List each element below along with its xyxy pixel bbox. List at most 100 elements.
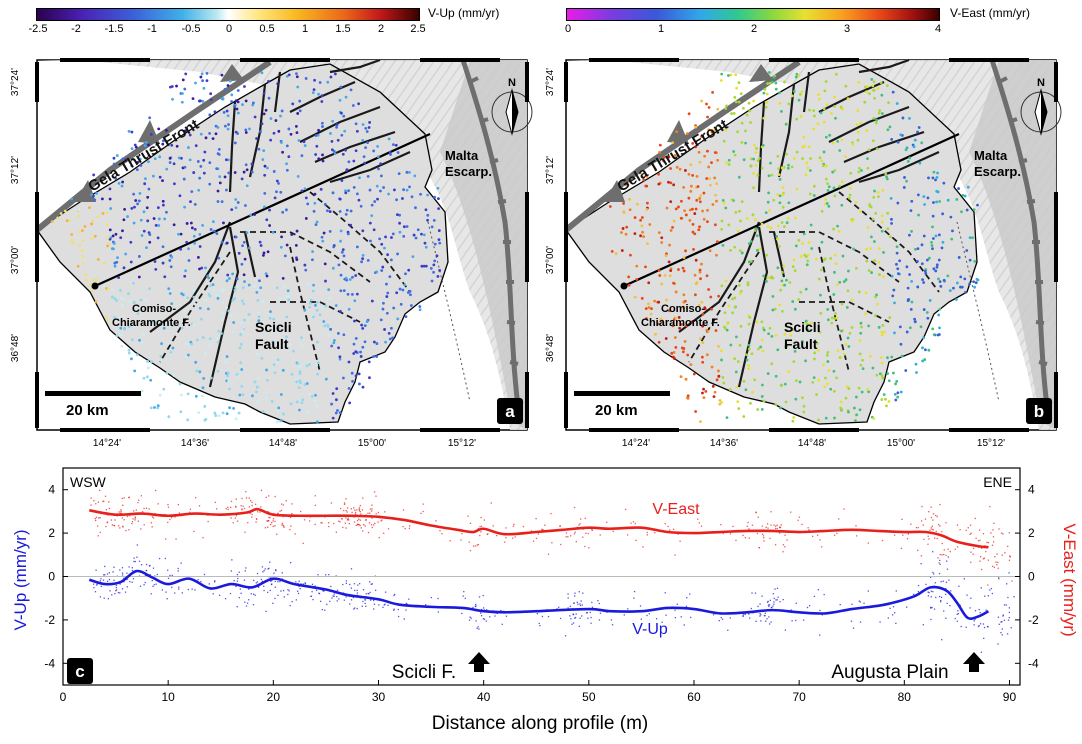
- x-axis-ticks: 0 10 20 30 40 50 60 70 80 90: [60, 680, 1017, 704]
- fault-label-b: Fault: [784, 336, 818, 352]
- chiaramonte-label-a: Chiaramonte F.: [112, 317, 191, 329]
- fault-label-a: Fault: [255, 336, 289, 352]
- profile-svg: 0 10 20 30 40 50 60 70 80 90 420-2-4 420-2-4 Dist…: [11, 467, 1079, 734]
- y-tick-label-left: 0: [48, 570, 55, 584]
- colorbar-vup-tick: -1: [147, 23, 157, 35]
- escarp-label-a: Escarp.: [445, 164, 492, 179]
- lat-tick-a: 37°12': [10, 156, 21, 184]
- series-line-veast: [89, 507, 989, 549]
- colorbar-vup-tick: -0.5: [181, 23, 201, 35]
- x-tick-label: 10: [161, 690, 175, 704]
- wsw-label: WSW: [70, 474, 107, 490]
- scicli-annotation: Scicli F.: [392, 662, 456, 683]
- scale-bar-b: [574, 391, 670, 396]
- y-axis-right-label: V-East (mm/yr): [1060, 523, 1079, 636]
- lat-tick-a: 37°00': [10, 246, 21, 274]
- lat-tick-a: 37°24': [10, 68, 21, 96]
- lon-tick-a: 14°48': [269, 438, 297, 449]
- scale-label-a: 20 km: [66, 402, 109, 419]
- colorbar-vup-tick: 2.5: [410, 23, 426, 35]
- colorbar-vup-title: V-Up (mm/yr): [428, 6, 500, 20]
- y-tick-label-right: 0: [1028, 570, 1035, 584]
- colorbar-veast-tick: 2: [750, 23, 758, 35]
- map-panel-b: N Gela Thrust Front Malta Escarp. Comiso…: [541, 52, 1081, 452]
- y-tick-label-left: 2: [48, 526, 55, 540]
- y-tick-label-right: -4: [1028, 656, 1039, 670]
- lon-tick-b: 14°48': [798, 438, 826, 449]
- x-tick-label: 20: [267, 690, 281, 704]
- colorbar-vup-tick: 1: [301, 23, 309, 35]
- y-tick-label-right: 2: [1028, 526, 1035, 540]
- thrust-triangle: [138, 120, 160, 144]
- north-arrow-a: N: [491, 77, 533, 136]
- map-a-relief-east: [440, 60, 527, 430]
- x-tick-label: 30: [372, 690, 386, 704]
- y-tick-label-right: -2: [1028, 613, 1039, 627]
- malta-label-b: Malta: [974, 148, 1008, 163]
- x-tick-label: 80: [898, 690, 912, 704]
- lat-tick-a: 36°48': [10, 334, 21, 362]
- malta-label-a: Malta: [445, 148, 479, 163]
- scale-label-b: 20 km: [595, 402, 638, 419]
- panel-label-c: c: [75, 662, 84, 681]
- profile-start-a: [91, 282, 99, 290]
- panel-label-box-b: [1026, 398, 1052, 424]
- colorbar-vup: -2.5 -2 -1.5 -1 -0.5 0 0.5 1 1.5 2 2.5 V…: [29, 0, 506, 40]
- x-tick-label: 50: [582, 690, 596, 704]
- lon-tick-a: 15°00': [358, 438, 386, 449]
- panel-label-box-c: [67, 658, 93, 684]
- lat-tick-b: 37°24': [545, 68, 556, 96]
- map-panel-a: N Gela Thrust Front Malta Escarp. Comiso…: [0, 52, 540, 452]
- colorbar-vup-tick: 2: [377, 23, 385, 35]
- series-line-vup: [88, 569, 990, 621]
- colorbar-veast-tick: 1: [657, 23, 665, 35]
- ene-label: ENE: [983, 474, 1012, 490]
- comiso-label-b: Comiso-: [661, 303, 705, 315]
- lon-tick-b: 15°00': [887, 438, 915, 449]
- profile-line-a: [94, 132, 431, 288]
- map-a-velocity-dots: [50, 71, 442, 424]
- lon-tick-b: 15°12': [977, 438, 1005, 449]
- panel-label-a: a: [505, 402, 515, 421]
- colorbar-vup-tick: -2: [71, 23, 81, 35]
- lat-tick-b: 37°00': [545, 246, 556, 274]
- colorbar-vup-gradient: [36, 8, 420, 21]
- y-tick-label-right: 4: [1028, 483, 1035, 497]
- augusta-arrow-icon: [963, 652, 985, 672]
- north-arrow-b: N: [1020, 77, 1062, 136]
- thrust-triangle: [75, 180, 96, 202]
- profile-line-b: [623, 132, 960, 288]
- colorbar-veast-gradient: [566, 8, 940, 21]
- y-axis-left-label: V-Up (mm/yr): [11, 529, 30, 630]
- north-label-b: N: [1037, 77, 1045, 89]
- lat-tick-b: 36°48': [545, 334, 556, 362]
- y-tick-label-left: -2: [44, 613, 55, 627]
- lon-tick-a: 15°12': [448, 438, 476, 449]
- colorbar-veast: 0 1 2 3 4 V-East (mm/yr): [564, 0, 1066, 40]
- scicli-arrow-icon: [468, 652, 490, 672]
- colorbar-vup-tick: -2.5: [28, 23, 48, 35]
- colorbar-vup-tick: 0.5: [259, 23, 275, 35]
- x-tick-label: 90: [1003, 690, 1017, 704]
- colorbar-veast-title: V-East (mm/yr): [950, 6, 1030, 20]
- colorbar-veast-tick: 0: [564, 23, 572, 35]
- map-a-svg: N Gela Thrust Front Malta Escarp. Comiso…: [10, 58, 533, 449]
- series-label-vup: V-Up: [632, 621, 668, 638]
- y-axis-right-ticks: 4 2 0 -2 -4: [1015, 483, 1039, 670]
- x-tick-label: 70: [792, 690, 806, 704]
- colorbar-vup-tick: -1.5: [104, 23, 124, 35]
- lon-tick-a: 14°24': [93, 438, 121, 449]
- x-tick-label: 40: [477, 690, 491, 704]
- x-axis-label: Distance along profile (m): [432, 713, 648, 734]
- series-label-veast: V-East: [652, 501, 700, 518]
- chiaramonte-label-b: Chiaramonte F.: [641, 317, 720, 329]
- map-a-landmass: [36, 63, 449, 425]
- lon-tick-b: 14°24': [622, 438, 650, 449]
- y-tick-label-left: -4: [44, 656, 55, 670]
- escarp-label-b: Escarp.: [974, 164, 1021, 179]
- colorbar-vup-tick: 0: [225, 23, 233, 35]
- lon-tick-a: 14°36': [181, 438, 209, 449]
- map-b-landmass: [565, 63, 978, 425]
- scicli-label-a: Scicli: [255, 319, 292, 335]
- scicli-label-b: Scicli: [784, 319, 821, 335]
